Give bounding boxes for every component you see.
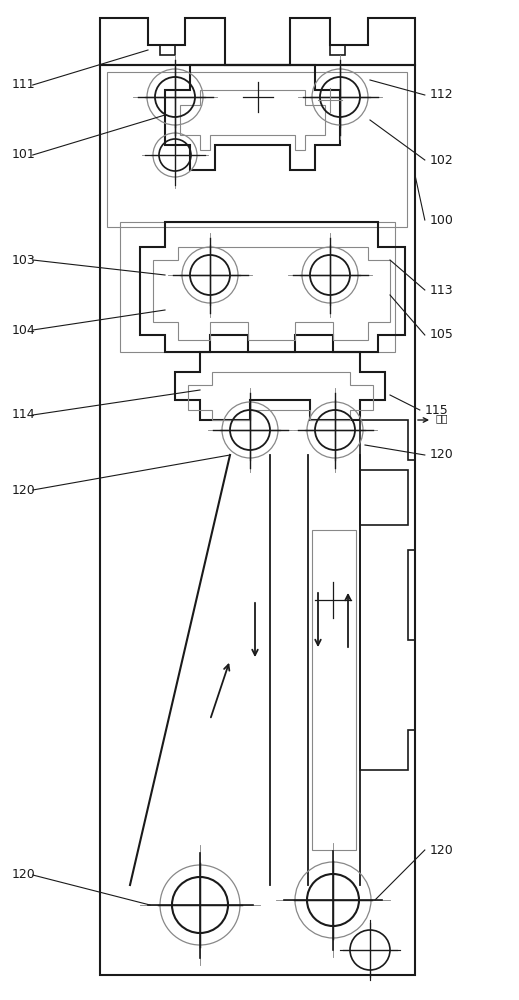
Text: 105: 105 — [430, 328, 454, 342]
Text: 120: 120 — [12, 868, 36, 882]
Text: 120: 120 — [430, 448, 454, 462]
Bar — [312, 530, 356, 850]
Bar — [100, 65, 415, 975]
Text: 103: 103 — [12, 253, 36, 266]
Text: 100: 100 — [430, 214, 454, 227]
Text: 112: 112 — [430, 89, 454, 102]
Text: 114: 114 — [12, 408, 36, 422]
Text: 102: 102 — [430, 153, 454, 166]
Bar — [107, 72, 407, 227]
Text: 焊带: 焊带 — [435, 413, 447, 423]
Text: 104: 104 — [12, 324, 36, 336]
Text: 101: 101 — [12, 148, 36, 161]
Text: 113: 113 — [430, 284, 454, 296]
Bar — [120, 222, 395, 352]
Text: 120: 120 — [430, 844, 454, 856]
Text: 115: 115 — [425, 403, 449, 416]
Text: 111: 111 — [12, 79, 36, 92]
Bar — [360, 470, 408, 525]
Text: 120: 120 — [12, 484, 36, 496]
